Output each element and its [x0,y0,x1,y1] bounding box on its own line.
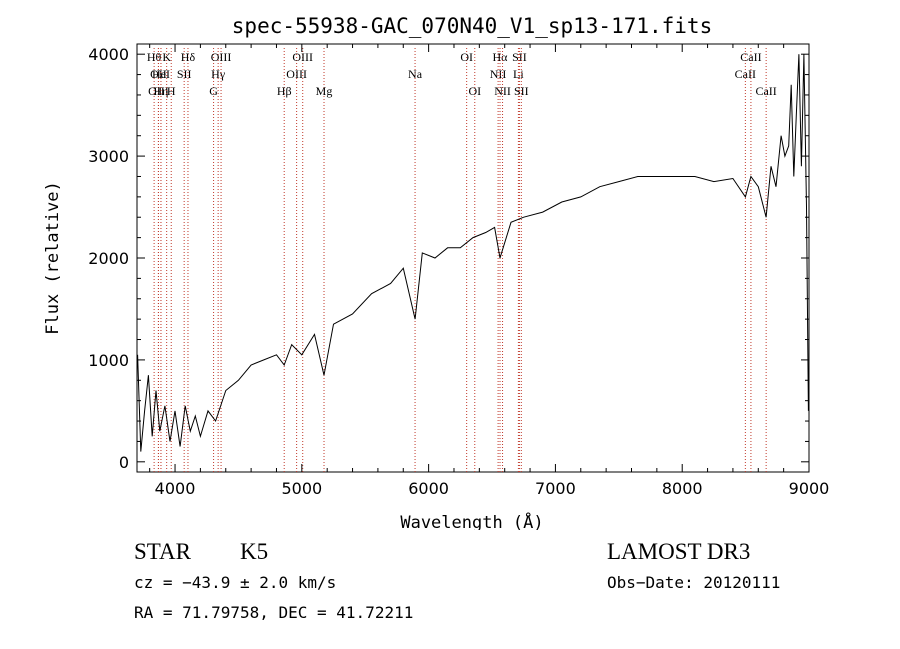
observation-date: Obs−Date: 20120111 [607,573,781,592]
spectral-line-label: Mg [316,84,333,98]
y-tick-label: 2000 [88,249,129,268]
coordinates: RA = 71.79758, DEC = 41.72211 [134,603,414,622]
spectral-line-label: Hβ [277,84,292,98]
plot-frame [136,43,810,473]
x-tick-label: 9000 [789,479,830,498]
spectral-line-label: SII [177,67,192,81]
spectral-line-label: OIII [286,67,307,81]
x-tick-label: 7000 [535,479,576,498]
spectral-line-label: NII [494,84,511,98]
object-class: STAR [134,539,191,564]
spectral-line-label: CaII [740,50,761,64]
y-axis-label: Flux (relative) [43,181,63,335]
x-tick-label: 5000 [281,479,322,498]
spectral-line-label: Hθ [147,50,162,64]
spectral-line-label: K [162,50,171,64]
object-subclass: K5 [240,539,269,564]
y-tick-label: 0 [119,453,129,472]
spectral-line-label: OIII [292,50,313,64]
spectrum-chart: HθOIIOIIIHηHeIKHSIIHδGHγOIIIHβOIIIOIIIMg… [43,14,830,530]
spectral-line-label: Li [513,67,524,81]
y-tick-label: 1000 [88,351,129,370]
spectral-line-label: CaII [735,67,756,81]
x-tick-label: 6000 [408,479,449,498]
spectral-line-label: OIII [148,84,169,98]
spectral-line-label: SII [512,50,527,64]
spectral-line-label: OIII [211,50,232,64]
spectral-line-label: OII [150,67,167,81]
chart-title: spec-55938-GAC_070N40_V1_sp13-171.fits [232,14,712,38]
x-tick-label: 4000 [155,479,196,498]
y-tick-label: 4000 [88,45,129,64]
survey-name: LAMOST DR3 [607,539,751,564]
spectral-line-label: Hγ [211,67,226,81]
spectral-line-label: G [209,84,218,98]
spectral-line-label: HeI [152,67,170,81]
spectral-line-label: SII [514,84,529,98]
x-tick-label: 8000 [662,479,703,498]
spectral-line-label: H [167,84,176,98]
spectral-line-label: Hδ [181,50,196,64]
spectrum-line [137,54,809,452]
spectral-line-label: OI [468,84,481,98]
spectral-line-label: CaII [755,84,776,98]
spectral-line-label: NII [490,67,507,81]
x-axis-label: Wavelength (Å) [400,511,543,530]
spectral-line-label: OI [460,50,473,64]
spectral-line-label: Hα [493,50,509,64]
spectral-line-label: Na [408,67,423,81]
y-tick-label: 3000 [88,147,129,166]
redshift-value: cz = −43.9 ± 2.0 km/s [134,573,337,592]
